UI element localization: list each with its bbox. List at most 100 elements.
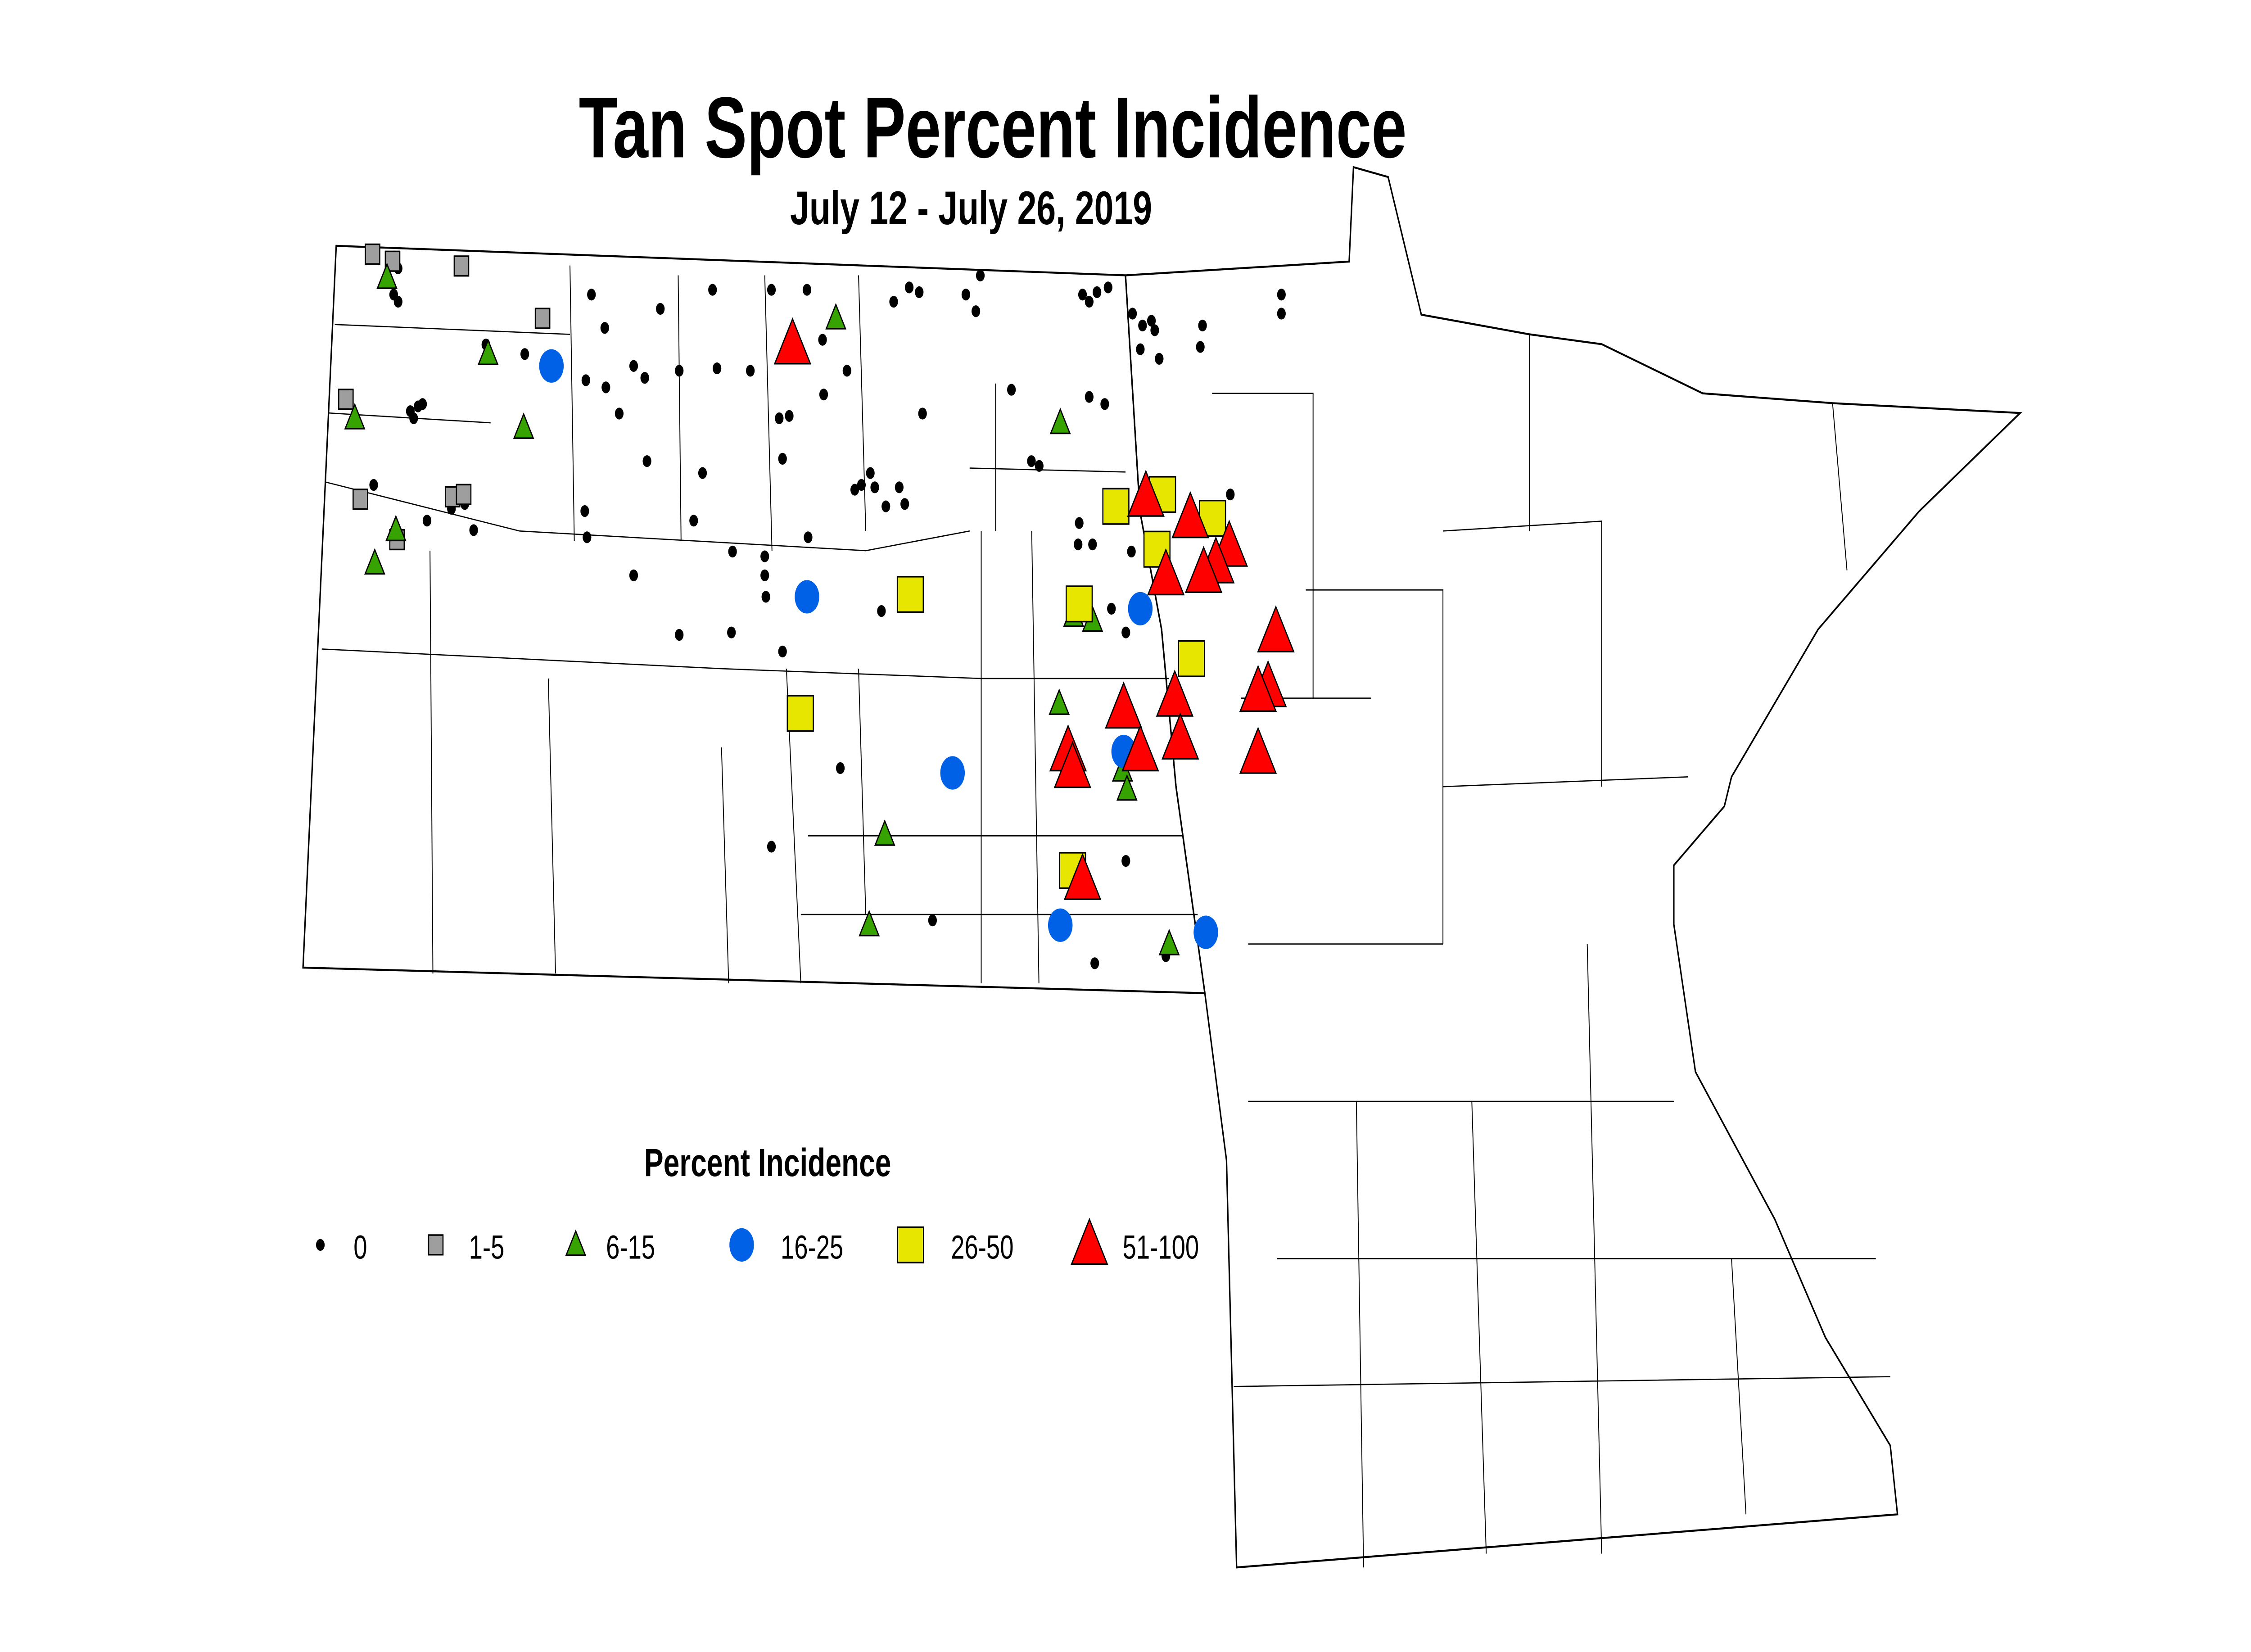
marker-6-15: [344, 403, 366, 430]
marker-6-15: [1158, 928, 1180, 955]
marker-0: [469, 524, 478, 536]
legend-title: Percent Incidence: [644, 1141, 891, 1185]
marker-0: [819, 389, 828, 401]
marker-0: [640, 372, 649, 384]
legend-items: 0 1-5 6-15 16-25 26-50 51-100: [316, 1218, 1199, 1266]
marker-0: [1100, 398, 1109, 410]
legend-symbol-16-25: [729, 1228, 754, 1262]
marker-0: [1155, 353, 1164, 365]
marker-0: [866, 467, 875, 479]
marker-0: [1128, 308, 1137, 320]
legend-symbol-6-15: [565, 1229, 587, 1256]
marker-0: [1007, 384, 1016, 396]
marker-0: [761, 591, 770, 603]
marker-0: [1088, 539, 1097, 551]
marker-0: [1107, 602, 1116, 615]
marker-51-100: [1171, 491, 1209, 539]
marker-0: [708, 284, 717, 296]
marker-0: [580, 505, 589, 517]
marker-0: [836, 762, 845, 774]
marker-0: [976, 269, 985, 282]
marker-0: [675, 629, 684, 641]
marker-0: [850, 484, 859, 496]
marker-0: [689, 515, 698, 527]
marker-51-100: [1239, 665, 1277, 712]
marker-26-50: [786, 695, 814, 732]
legend-symbol-51-100: [1071, 1218, 1108, 1265]
marker-16-25: [1193, 915, 1218, 949]
legend-label: 1-5: [469, 1228, 505, 1266]
marker-0: [712, 362, 722, 375]
marker-0: [727, 626, 736, 638]
marker-0: [1103, 281, 1112, 294]
marker-6-15: [364, 548, 385, 575]
marker-1-5: [534, 308, 551, 329]
marker-51-100: [1127, 470, 1165, 517]
marker-0: [629, 360, 638, 372]
marker-6-15: [1049, 688, 1070, 715]
marker-0: [1093, 286, 1102, 299]
marker-0: [767, 841, 776, 853]
legend: Percent Incidence 0 1-5 6-15 16-25 26-50 51-1…: [316, 1141, 1199, 1266]
marker-1-5: [453, 255, 470, 277]
marker-0: [760, 569, 769, 581]
marker-0: [656, 303, 665, 315]
marker-0: [418, 398, 427, 410]
marker-0: [1138, 319, 1147, 332]
marker-51-100: [1161, 712, 1199, 760]
marker-1-5: [338, 389, 354, 410]
marker-0: [804, 531, 813, 543]
marker-0: [918, 407, 927, 420]
marker-1-5: [456, 484, 472, 505]
marker-0: [601, 381, 610, 394]
marker-0: [900, 498, 909, 510]
marker-0: [778, 645, 787, 658]
legend-label: 26-50: [951, 1228, 1013, 1266]
marker-51-100: [1257, 605, 1295, 653]
state-boundaries: [302, 166, 2022, 1569]
marker-0: [1085, 391, 1094, 403]
marker-0: [1147, 315, 1156, 327]
marker-1-5: [365, 243, 380, 265]
legend-label: 6-15: [606, 1228, 655, 1266]
marker-51-100: [1156, 669, 1194, 717]
marker-0: [1121, 855, 1130, 867]
marker-0: [775, 412, 784, 425]
marker-0: [422, 515, 432, 527]
marker-51-100: [1184, 546, 1223, 593]
marker-0: [1085, 295, 1094, 308]
marker-0: [767, 284, 776, 296]
marker-0: [1121, 626, 1130, 638]
marker-0: [728, 545, 737, 558]
marker-0: [1198, 319, 1207, 332]
marker-0: [1074, 539, 1083, 551]
marker-26-50: [1066, 585, 1093, 623]
county-boundaries: [321, 265, 1890, 1568]
marker-26-50: [1178, 640, 1205, 677]
marker-16-25: [940, 756, 965, 790]
marker-16-25: [1128, 592, 1153, 625]
marker-0: [785, 410, 794, 422]
marker-0: [915, 286, 924, 299]
marker-16-25: [1048, 908, 1073, 942]
marker-0: [802, 284, 812, 296]
legend-symbol-0: [316, 1239, 325, 1251]
marker-6-15: [513, 412, 534, 439]
marker-51-100: [773, 317, 812, 365]
legend-symbol-26-50: [897, 1226, 924, 1263]
marker-0: [1226, 489, 1235, 501]
marker-0: [698, 467, 707, 479]
marker-0: [1277, 308, 1286, 320]
marker-0: [961, 289, 971, 301]
marker-0: [615, 407, 624, 420]
marker-0: [409, 412, 418, 425]
marker-0: [870, 481, 879, 493]
marker-0: [1277, 289, 1286, 301]
marker-0: [842, 365, 851, 377]
marker-0: [1150, 324, 1159, 336]
marker-0: [904, 281, 914, 294]
marker-51-100: [1063, 852, 1102, 900]
marker-0: [1196, 341, 1205, 353]
marker-6-15: [385, 515, 407, 542]
marker-26-50: [896, 576, 924, 613]
